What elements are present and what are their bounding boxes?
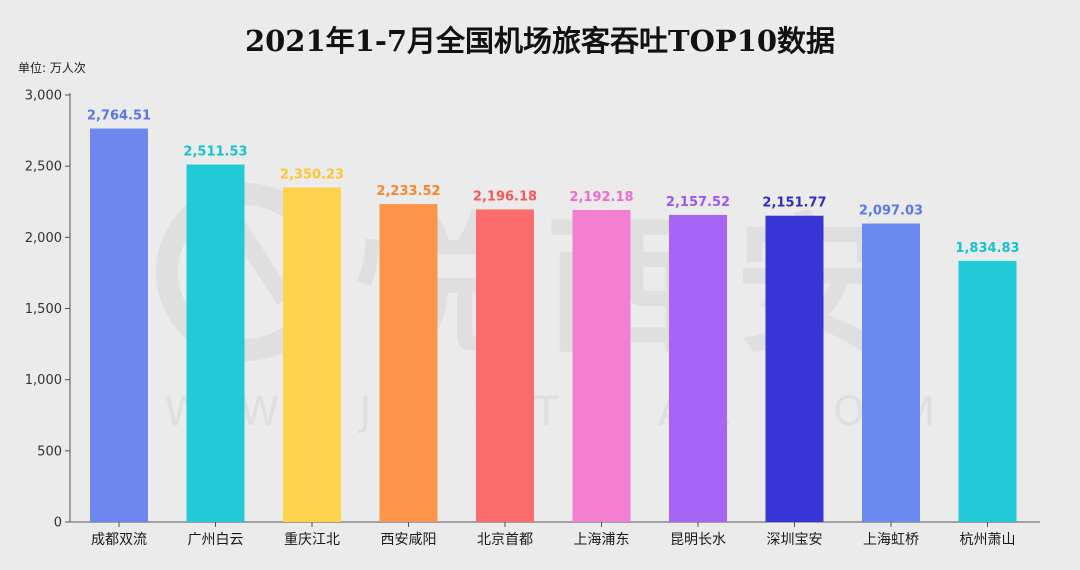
data-label: 2,511.53: [183, 145, 247, 160]
bar: [862, 223, 920, 522]
y-tick-label: 1,500: [25, 302, 62, 317]
bar: [283, 187, 341, 522]
bar: [958, 260, 1017, 522]
bar: [379, 204, 438, 523]
chart-title: 2021年1-7月全国机场旅客吞吐TOP10数据: [244, 24, 836, 58]
bar-layer: 2,764.51 成都双流 2,511.53 广州白云 2,350.23 重庆江北 2,23…: [87, 109, 1020, 548]
data-label: 2,157.52: [666, 195, 730, 210]
x-tick-label: 北京首都: [477, 532, 533, 548]
bar: [90, 128, 148, 523]
bar: [572, 209, 631, 522]
bar: [669, 214, 727, 523]
x-tick-label: 广州白云: [188, 532, 244, 548]
x-tick-label: 西安咸阳: [381, 532, 437, 548]
bar: [476, 209, 534, 522]
data-label: 2,196.18: [473, 189, 537, 204]
x-tick-label: 成都双流: [91, 532, 147, 548]
y-tick-label: 3,000: [25, 89, 62, 104]
y-tick-label: 500: [37, 444, 62, 459]
data-label: 2,350.23: [280, 167, 344, 182]
x-tick-label: 昆明长水: [670, 532, 726, 548]
x-tick-label: 上海浦东: [574, 532, 630, 548]
data-label: 2,764.51: [87, 109, 151, 124]
data-label: 2,151.77: [762, 196, 826, 211]
x-tick-label: 上海虹桥: [863, 532, 919, 548]
x-tick-label: 杭州萧山: [960, 532, 1016, 548]
y-tick-label: 2,000: [25, 231, 62, 246]
bar: [186, 164, 245, 522]
x-tick-label: 重庆江北: [284, 532, 340, 548]
x-tick-label: 深圳宝安: [767, 532, 823, 548]
data-label: 2,097.03: [859, 204, 923, 219]
y-tick-label: 2,500: [25, 160, 62, 175]
data-label: 1,834.83: [955, 241, 1019, 256]
bar: [765, 215, 824, 523]
data-label: 2,192.18: [569, 190, 633, 205]
watermark-brand-text: 悦西安: [355, 200, 925, 374]
y-tick-label: 1,000: [25, 373, 62, 388]
unit-label: 单位: 万人次: [18, 61, 86, 75]
y-tick-label: 0: [54, 516, 62, 531]
data-label: 2,233.52: [376, 184, 440, 199]
